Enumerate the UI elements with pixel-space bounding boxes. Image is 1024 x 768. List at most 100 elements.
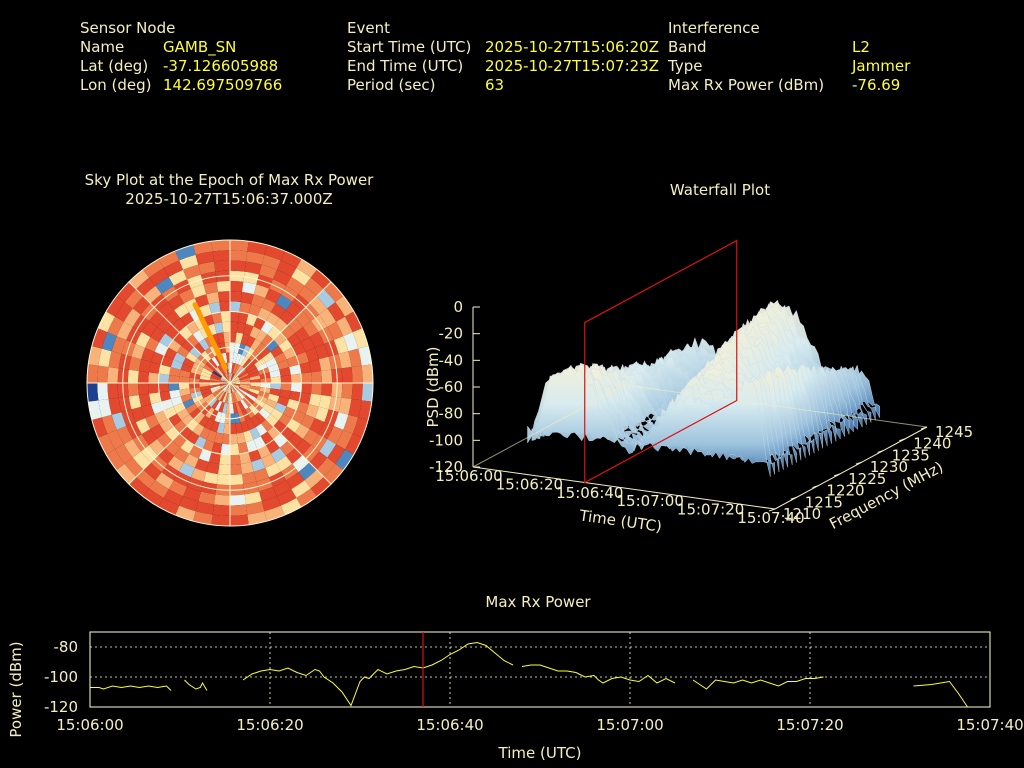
sky-cell bbox=[232, 402, 238, 414]
sky-cell bbox=[230, 423, 237, 435]
sky-cell bbox=[213, 368, 223, 377]
sky-cell bbox=[170, 396, 183, 407]
sky-cell bbox=[309, 331, 325, 348]
sky-cell bbox=[270, 408, 284, 421]
sky-cell bbox=[212, 250, 230, 262]
sky-cell bbox=[245, 501, 265, 515]
sky-cell bbox=[220, 443, 230, 455]
sky-cell bbox=[145, 337, 160, 352]
sky-cell bbox=[250, 379, 261, 383]
sky-cell bbox=[217, 365, 225, 375]
sky-cell bbox=[257, 444, 271, 459]
sky-cell bbox=[280, 375, 292, 383]
sky-cell bbox=[265, 288, 282, 304]
sky-cell bbox=[338, 397, 352, 415]
sky-cell bbox=[231, 362, 236, 374]
time-tick-label: 15:06:00 bbox=[435, 467, 502, 485]
sky-cell bbox=[167, 455, 185, 472]
sky-cell bbox=[236, 432, 246, 444]
sky-cell bbox=[173, 402, 186, 414]
sky-cell bbox=[88, 400, 102, 421]
sky-cell bbox=[154, 410, 169, 424]
interference-title: Interference bbox=[668, 19, 760, 37]
sky-cell bbox=[286, 355, 300, 368]
sky-plot bbox=[86, 239, 374, 527]
sky-cell bbox=[245, 313, 258, 327]
event-start-label: Start Time (UTC) bbox=[347, 38, 472, 56]
sky-cell bbox=[285, 301, 303, 318]
sky-cell bbox=[148, 310, 165, 328]
sky-cell bbox=[230, 311, 240, 323]
floor-back-edge bbox=[472, 384, 626, 468]
sky-cell bbox=[179, 496, 199, 512]
psd-tick-label: -100 bbox=[429, 431, 463, 449]
sky-cell bbox=[236, 366, 245, 376]
sky-cell bbox=[194, 436, 207, 450]
sky-cell bbox=[253, 436, 266, 450]
sky-cell bbox=[311, 383, 322, 395]
sky-cell bbox=[265, 398, 278, 409]
sky-cell bbox=[181, 414, 194, 427]
sky-cell bbox=[253, 284, 270, 299]
sky-cell bbox=[123, 308, 141, 327]
sky-cell bbox=[157, 448, 175, 465]
waterfall-title: Waterfall Plot bbox=[669, 181, 771, 199]
maxrx-x-axis-label: Time (UTC) bbox=[498, 744, 582, 762]
sky-cell bbox=[192, 423, 205, 437]
sky-cell bbox=[270, 303, 286, 319]
sky-cell bbox=[214, 494, 230, 506]
sky-cell bbox=[230, 331, 237, 343]
sky-cell bbox=[192, 329, 205, 343]
sky-cell bbox=[127, 369, 139, 383]
sky-cell bbox=[230, 383, 236, 393]
sky-cell bbox=[239, 384, 251, 389]
sky-cell bbox=[208, 397, 218, 408]
sky-cell bbox=[235, 332, 244, 344]
sky-cell bbox=[189, 346, 202, 359]
sky-cell bbox=[259, 264, 277, 280]
sky-cell bbox=[247, 390, 259, 399]
sky-cell bbox=[230, 321, 238, 333]
sky-cell bbox=[244, 491, 262, 505]
sky-cell bbox=[149, 268, 169, 286]
sky-cell bbox=[214, 432, 224, 444]
sky-cell bbox=[261, 254, 281, 270]
sky-cell bbox=[283, 406, 297, 419]
sky-cell bbox=[150, 423, 166, 439]
sky-cell bbox=[274, 352, 287, 364]
maxrx-series-line bbox=[242, 641, 514, 707]
event-title: Event bbox=[347, 19, 390, 37]
sky-cell bbox=[335, 449, 354, 471]
sky-cell bbox=[217, 391, 225, 401]
sky-cell bbox=[233, 391, 241, 402]
sky-cell bbox=[302, 428, 319, 446]
sky-cell bbox=[199, 385, 211, 391]
sky-cell bbox=[227, 393, 230, 404]
sensor-name-value: GAMB_SN bbox=[163, 38, 237, 56]
sky-cell bbox=[321, 369, 333, 383]
sky-cell bbox=[236, 322, 246, 334]
sky-cell bbox=[205, 395, 216, 405]
sky-cell bbox=[235, 401, 242, 413]
time-axis-label: Time (UTC) bbox=[577, 506, 663, 535]
sky-cell bbox=[285, 448, 303, 465]
sky-cell bbox=[333, 336, 349, 354]
sky-cell bbox=[183, 264, 201, 280]
sky-track-line bbox=[192, 302, 228, 371]
sky-cell bbox=[116, 425, 133, 445]
sky-cell bbox=[247, 511, 268, 525]
sky-cell bbox=[226, 352, 230, 363]
sky-cell bbox=[239, 377, 251, 382]
sky-cell bbox=[198, 261, 216, 275]
sky-cell bbox=[239, 385, 250, 391]
sky-cell bbox=[259, 486, 277, 502]
sky-cell bbox=[239, 452, 252, 465]
sky-cell bbox=[158, 373, 170, 383]
sky-cell bbox=[170, 359, 183, 370]
sky-cell bbox=[267, 363, 280, 373]
sky-cell bbox=[211, 514, 230, 526]
sky-cell bbox=[145, 414, 160, 429]
sky-cell bbox=[97, 433, 116, 455]
freq-tick bbox=[790, 496, 797, 500]
sky-cell bbox=[318, 356, 332, 372]
